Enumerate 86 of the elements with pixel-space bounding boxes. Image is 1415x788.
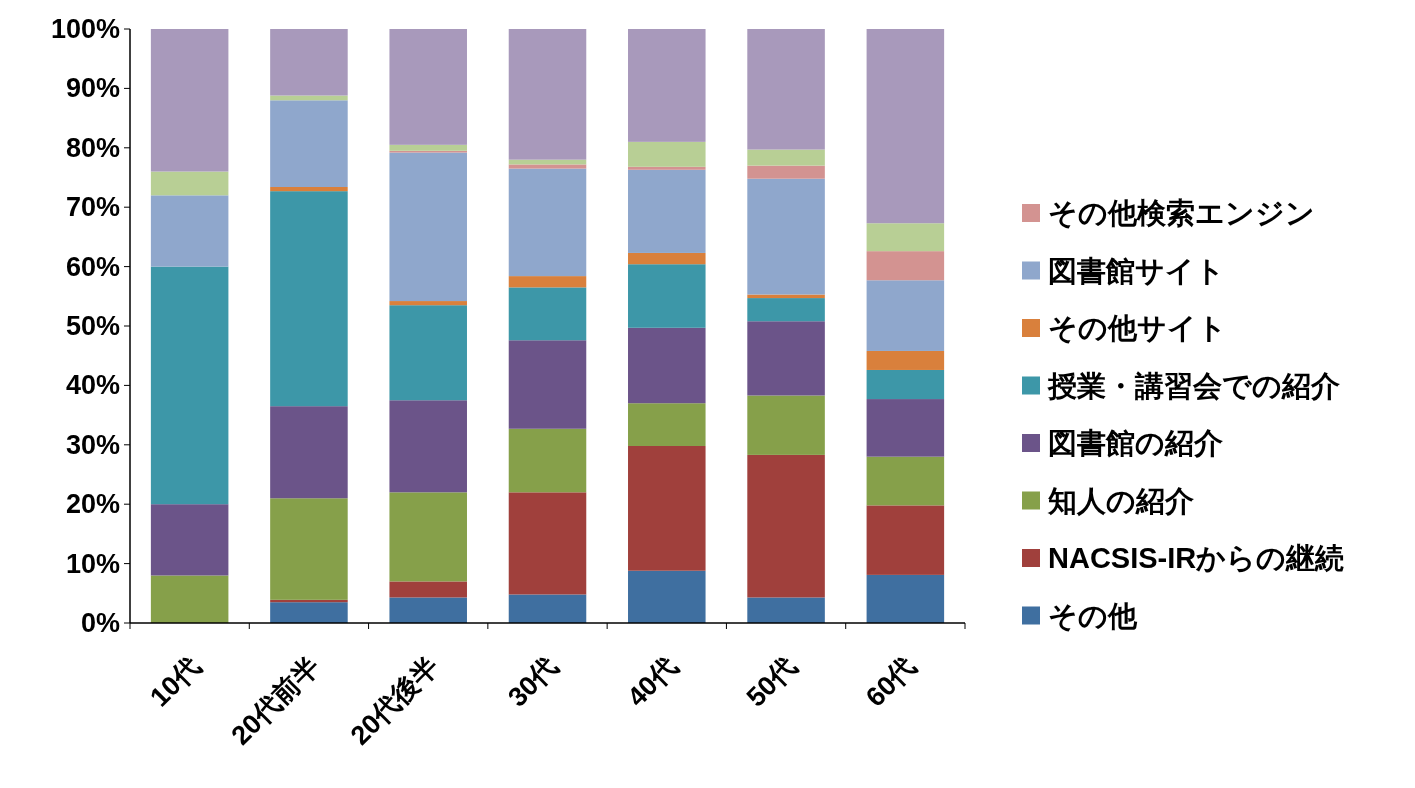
bar [389,492,467,582]
bar [866,280,945,351]
bar [150,171,229,196]
bar [866,456,945,506]
bar [389,597,467,623]
bar [508,492,587,595]
bar [389,581,467,598]
bar [389,305,467,401]
bar [389,29,467,145]
bar [747,149,825,166]
bar [866,505,945,575]
y-tick-label: 10% [65,548,120,579]
bar [747,165,825,179]
x-tick-label: 60代 [860,651,922,713]
bar [389,152,467,302]
bar [508,168,587,277]
bar [866,350,945,370]
y-tick-label: 30% [65,429,120,460]
bar [866,251,945,281]
bar [628,169,706,253]
bar [150,504,229,576]
bar [508,594,587,623]
y-tick-label: 70% [65,192,120,223]
x-tick-label: 20代前半 [225,651,326,751]
bar [270,100,348,187]
x-tick-label: 40代 [621,651,684,713]
bar [747,597,825,623]
legend-label: 図書館の紹介 [1048,427,1223,459]
bar [389,144,467,151]
bar [270,602,348,623]
y-tick-label: 90% [65,73,120,104]
x-tick-label: 10代 [144,651,206,713]
legend-label: その他検索エンジン [1048,197,1315,229]
bar [150,266,229,505]
legend-label: 図書館サイト [1048,254,1225,287]
bar [508,340,587,429]
legend-label: 授業・講習会での紹介 [1047,369,1340,402]
y-tick-label: 60% [65,251,120,282]
bar [628,445,706,571]
bar [628,403,706,446]
bar [866,369,945,400]
bar [628,29,706,142]
bar [747,454,825,598]
y-tick-label: 50% [65,311,120,341]
bar [628,327,706,404]
bar [389,400,467,493]
legend-label: 知人の紹介 [1047,484,1194,517]
bar [747,29,825,150]
legend-label: その他 [1048,599,1138,632]
bar [270,498,348,600]
legend-label: NACSIS-IRからの継続 [1048,542,1345,574]
y-tick-label: 80% [65,132,120,163]
bar [270,191,348,407]
bar [628,570,706,623]
x-tick-label: 30代 [502,651,564,713]
bar [150,29,229,172]
bar [628,166,706,170]
bar [150,195,229,267]
y-tick-label: 0% [80,608,120,638]
bar [389,301,467,306]
bar [866,223,945,252]
x-tick-label: 20代後半 [344,651,445,751]
bar [628,141,706,167]
bar [508,428,587,493]
bar [508,287,587,341]
bar [508,29,587,160]
legend-label: その他サイト [1048,312,1227,344]
bar [270,29,348,96]
bar [866,574,945,623]
x-tick-label: 50代 [740,651,803,713]
bar [270,187,348,192]
bar [747,298,825,322]
bar [866,29,945,224]
bar [508,276,587,288]
bar [270,406,348,499]
bar [628,264,706,328]
bar [628,252,706,265]
bar [150,575,229,623]
y-tick-label: 20% [65,489,120,520]
bar [508,164,587,169]
bar [866,399,945,457]
bar [747,321,825,396]
bar [747,395,825,455]
y-tick-label: 100% [50,14,120,44]
bar [747,178,825,295]
y-tick-label: 40% [65,370,120,401]
